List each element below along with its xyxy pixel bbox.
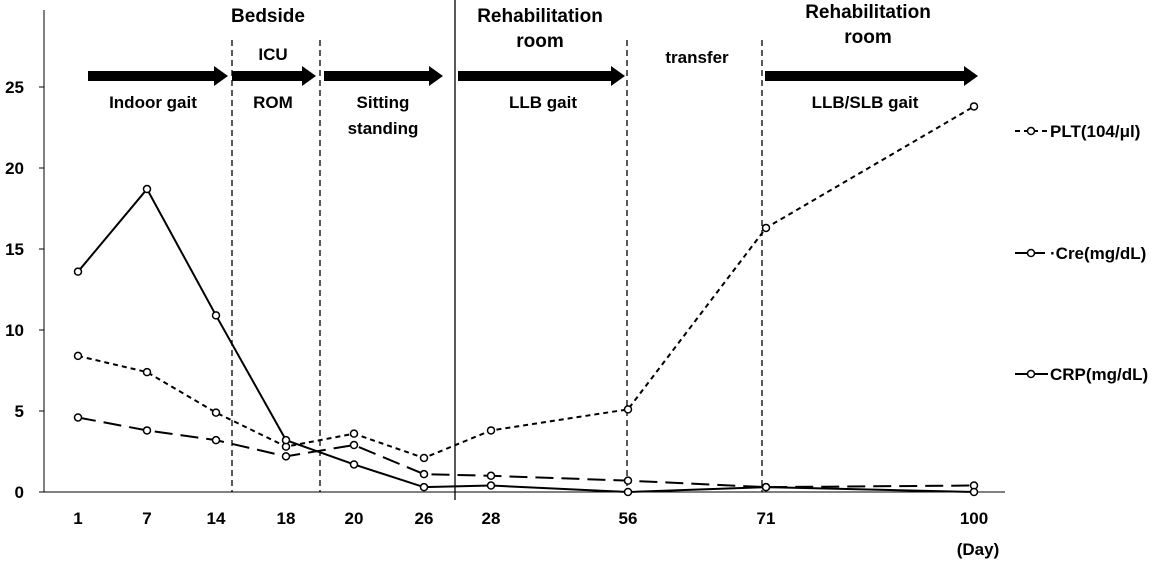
series-line-1: [77, 416, 975, 489]
phase-bottom-label: LLB gait: [509, 93, 577, 112]
data-point: [969, 487, 979, 497]
legend-label: PLT(104/μl): [1050, 122, 1140, 141]
legend-swatch-marker: [1026, 248, 1036, 258]
data-point: [486, 426, 496, 435]
x-tick-label: 26: [415, 509, 434, 528]
x-tick-label: 18: [277, 509, 296, 528]
data-point: [281, 452, 291, 461]
data-point: [142, 184, 152, 194]
x-tick-label: 14: [207, 509, 226, 528]
data-point: [486, 471, 496, 481]
series-line-0: [77, 105, 975, 460]
location-label: Bedside: [231, 6, 305, 27]
data-point: [623, 487, 633, 497]
phase-arrow: [458, 66, 625, 86]
phase-bottom-label: ROM: [253, 93, 293, 112]
location-label: Rehabilitation room: [805, 2, 931, 48]
x-tick-label: 1: [73, 509, 82, 528]
data-point: [349, 440, 359, 450]
data-point: [142, 367, 152, 377]
legend-label: ·Cre(mg/dL): [1050, 244, 1146, 263]
data-point: [761, 482, 771, 492]
phase-arrow: [88, 66, 228, 86]
data-point: [419, 453, 429, 463]
location-label: Rehabilitation room: [477, 6, 603, 52]
phase-arrow: [765, 66, 978, 86]
y-tick-label: 0: [15, 483, 24, 502]
data-point: [419, 482, 429, 492]
y-tick-label: 5: [15, 402, 24, 421]
data-point: [73, 413, 83, 422]
phase-top-label: transfer: [665, 48, 729, 67]
data-point: [73, 351, 83, 361]
series-line-2: [77, 187, 975, 494]
phase-arrow: [232, 66, 316, 86]
x-tick-label: 28: [482, 509, 501, 528]
legend-label: CRP(mg/dL): [1050, 365, 1148, 384]
data-point: [623, 405, 633, 414]
data-point: [761, 223, 771, 233]
data-point: [281, 435, 291, 445]
phase-arrow: [324, 66, 443, 86]
data-point: [349, 429, 359, 438]
phase-top-label: ICU: [258, 45, 287, 64]
x-tick-label: 100: [960, 509, 988, 528]
y-tick-label: 20: [5, 159, 24, 178]
phase-bottom-label: Sitting standing: [348, 93, 419, 138]
data-point: [419, 469, 429, 479]
data-point: [73, 267, 83, 276]
data-point: [211, 311, 221, 320]
data-point: [349, 460, 359, 469]
legend-swatch-marker: [1026, 369, 1036, 379]
x-tick-label: 20: [345, 509, 364, 528]
data-point: [623, 476, 633, 485]
x-tick-label: 56: [619, 509, 638, 528]
data-point: [486, 481, 496, 490]
y-tick-label: 25: [5, 78, 24, 97]
data-point: [969, 102, 979, 111]
data-point: [211, 408, 221, 417]
phase-bottom-label: Indoor gait: [109, 93, 197, 112]
x-axis-label: (Day): [957, 540, 1000, 559]
data-point: [211, 435, 221, 445]
y-tick-label: 15: [5, 240, 24, 259]
x-tick-label: 7: [142, 509, 151, 528]
y-tick-label: 10: [5, 321, 24, 340]
legend-swatch-marker: [1026, 126, 1036, 136]
phase-bottom-label: LLB/SLB gait: [812, 93, 919, 112]
data-point: [142, 426, 152, 435]
x-tick-label: 71: [757, 509, 776, 528]
